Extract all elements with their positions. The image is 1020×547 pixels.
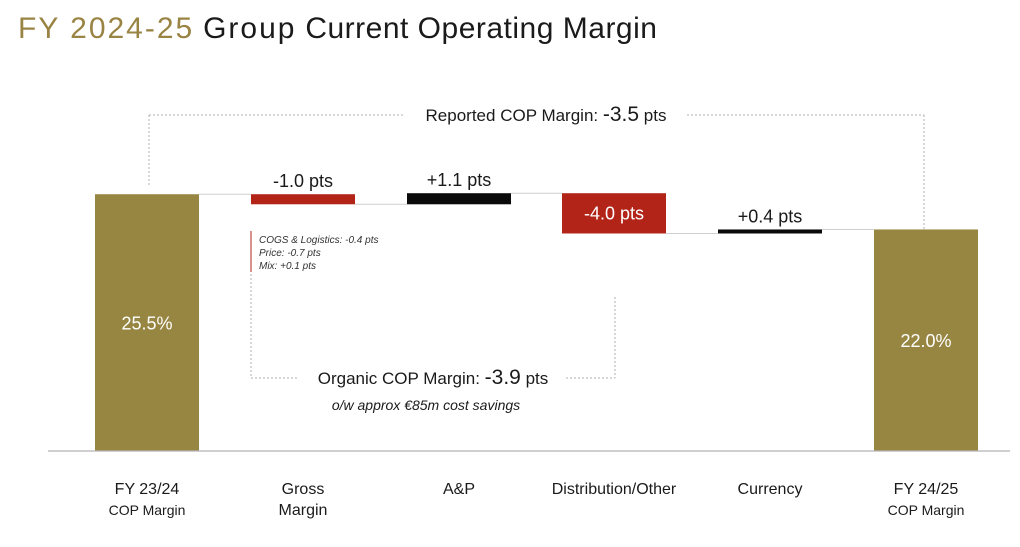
title-group: Group [203, 12, 297, 45]
data-label: +0.4 pts [738, 206, 803, 226]
cost-savings-note: o/w approx €85m cost savings [332, 397, 520, 413]
tick-label: Currency [738, 481, 803, 498]
breakdown-line: Price: -0.7 pts [259, 248, 321, 259]
breakdown-line: COGS & Logistics: -0.4 pts [259, 235, 379, 246]
organic-cop-label: Organic COP Margin: -3.9 pts [318, 366, 549, 389]
data-label: -1.0 pts [273, 171, 333, 191]
reported-cop-label: Reported COP Margin: -3.5 pts [426, 103, 667, 126]
bars [95, 193, 978, 451]
title-rest: Current Operating Margin [305, 12, 658, 45]
tick-label: COP Margin [109, 502, 186, 518]
tick-label: Gross [282, 481, 325, 498]
tick-label: Margin [279, 502, 328, 519]
tick-label: Distribution/Other [552, 481, 677, 498]
bar-2 [251, 194, 355, 205]
bar-6 [874, 229, 978, 451]
bar-labels: 25.5% -1.0 pts +1.1 pts -4.0 pts +0.4 pts 22.… [121, 170, 951, 351]
tick-label: FY 23/24 [115, 481, 180, 498]
tick-label: A&P [443, 481, 475, 498]
tick-label: FY 24/25 [894, 481, 959, 498]
bar-5 [718, 229, 822, 234]
bar-3 [407, 193, 511, 205]
tick-label: COP Margin [888, 502, 965, 518]
brackets: Reported COP Margin: -3.5 pts Organic COP… [148, 103, 925, 389]
category-labels: FY 23/24 COP Margin Gross Margin A&P Distribu… [109, 481, 965, 519]
page-title: FY 2024-25 Group Current Operating Margi… [18, 12, 657, 46]
data-label: -4.0 pts [584, 203, 644, 223]
notes: o/w approx €85m cost savings COGS & Logis… [250, 231, 520, 413]
breakdown-line: Mix: +0.1 pts [259, 261, 316, 272]
data-label: 22.0% [900, 331, 951, 351]
title-year: FY 2024-25 [18, 12, 195, 45]
connector-lines [199, 192, 874, 234]
data-label: +1.1 pts [427, 170, 492, 190]
data-label: 25.5% [121, 314, 172, 334]
bar-4 [562, 193, 666, 234]
bar-1 [95, 194, 199, 451]
